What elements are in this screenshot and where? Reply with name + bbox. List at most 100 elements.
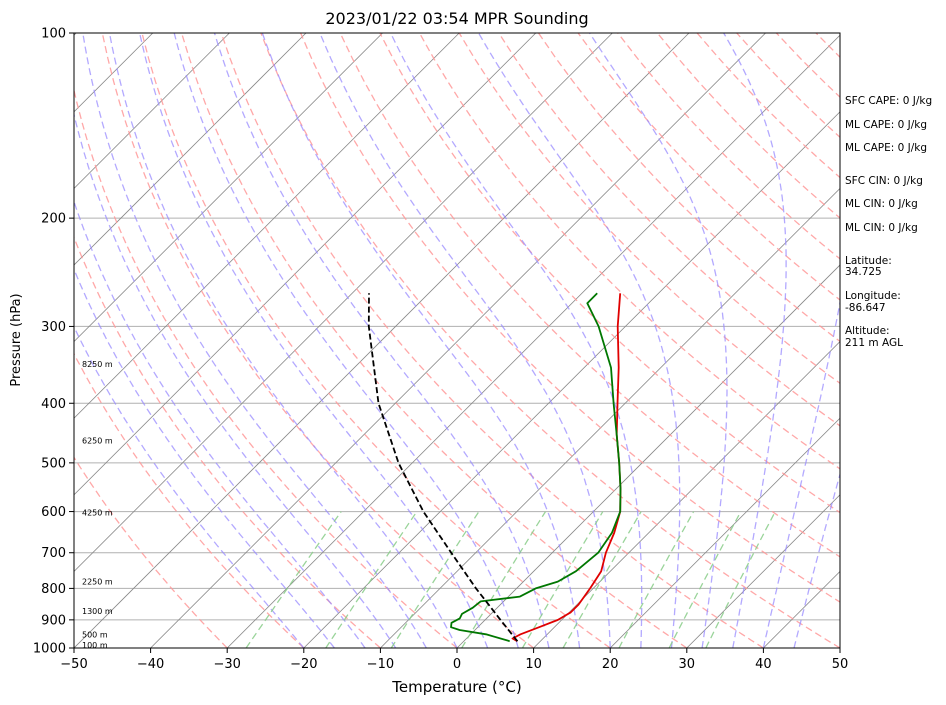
moist-adiabat-line [261, 33, 581, 648]
x-axis: −50 −40 −30 −20 −10 0 10 20 30 40 50 [60, 648, 848, 672]
sounding-info-text: -86.647 [845, 302, 886, 314]
moist-adiabat-line [74, 199, 366, 648]
moist-adiabat-line [588, 33, 728, 648]
dry-adiabat-line [141, 33, 611, 648]
x-tick-label: 40 [755, 657, 772, 672]
y-tick-label: 900 [41, 613, 66, 628]
dry-adiabat-line [74, 87, 458, 648]
isotherm-line [74, 33, 230, 189]
dry-adiabat-line [180, 33, 688, 648]
sounding-info-text: Longitude: [845, 290, 901, 302]
isotherm-line [74, 33, 537, 496]
isotherm-line [686, 494, 840, 648]
sounding-info-text: ML CAPE: 0 J/kg [845, 119, 927, 131]
height-label: 100 m [82, 641, 108, 650]
moist-adiabat-line [390, 33, 643, 648]
sounding-info-text: SFC CIN: 0 J/kg [845, 175, 923, 187]
parcel-line [367, 293, 519, 642]
height-label: 2250 m [82, 578, 113, 587]
dry-adiabat-line [220, 33, 764, 648]
isotherm-line [609, 417, 840, 648]
moist-adiabat-line [82, 33, 427, 648]
adiabat-layer [74, 33, 840, 648]
moist-adiabat-line [793, 471, 840, 648]
y-tick-label: 700 [41, 546, 66, 561]
y-tick-label: 100 [41, 27, 66, 42]
isotherm-line [226, 34, 840, 648]
dry-adiabat-line [379, 33, 840, 514]
sounding-info-text: ML CIN: 0 J/kg [845, 222, 918, 234]
sounding-info-text: ML CIN: 0 J/kg [845, 198, 918, 210]
sounding-info-text: 211 m AGL [845, 337, 903, 349]
moist-adiabat-line [762, 299, 840, 648]
mixing-ratio-line [618, 511, 695, 648]
mixing-ratio-line [390, 511, 480, 648]
isotherm-line [150, 33, 766, 648]
x-tick-label: −50 [60, 657, 87, 672]
x-tick-label: 0 [453, 657, 461, 672]
dry-adiabat-line [101, 33, 534, 648]
dry-adiabat-line [339, 33, 840, 558]
sounding-info-text: Altitude: [845, 325, 890, 337]
y-tick-label: 600 [41, 505, 66, 520]
mixing-ratio-line [562, 511, 642, 648]
dry-adiabat-line [577, 33, 840, 301]
dry-adiabat-line [74, 456, 228, 648]
x-tick-label: 20 [602, 657, 619, 672]
height-label: 1300 m [82, 607, 113, 616]
chart-title: 2023/01/22 03:54 MPR Sounding [325, 9, 588, 28]
isotherm-line [74, 33, 307, 266]
x-tick-label: 30 [679, 657, 696, 672]
isotherm-line [533, 341, 840, 648]
y-tick-label: 500 [41, 456, 66, 471]
mixing-ratio-line [461, 511, 547, 648]
y-tick-label: 1000 [33, 642, 66, 657]
moist-adiabat-line [74, 267, 335, 648]
x-tick-label: 10 [525, 657, 542, 672]
height-label: 8250 m [82, 360, 113, 369]
y-axis: 1000 900 800 700 600 500 400 300 200 100 [33, 27, 74, 657]
moist-adiabat-line [478, 33, 681, 648]
y-tick-label: 800 [41, 582, 66, 597]
moist-adiabat-line [723, 33, 787, 648]
isotherm-line [74, 33, 613, 572]
moist-adiabat-line [138, 33, 489, 648]
x-tick-label: −10 [367, 657, 394, 672]
sounding-info-text: ML CAPE: 0 J/kg [845, 142, 927, 154]
height-label: 500 m [82, 630, 108, 639]
moist-adiabat-line [213, 33, 550, 648]
x-tick-label: −30 [213, 657, 240, 672]
isotherm-line [303, 111, 840, 648]
x-axis-label: Temperature (°C) [391, 678, 521, 696]
isotherm-line [74, 33, 383, 343]
dry-adiabat-line [300, 33, 840, 603]
moist-adiabat-line [74, 325, 305, 648]
temperature-line [511, 293, 622, 642]
moist-adiabat-line [108, 33, 458, 648]
mixing-ratio-line [245, 511, 342, 648]
mixing-ratio-line [521, 511, 604, 648]
grid-layer [74, 33, 840, 648]
dry-adiabat-line [537, 33, 840, 343]
sounding-info-text: Latitude: [845, 255, 892, 267]
dewpoint-line [450, 292, 622, 643]
isotherm-line [74, 33, 460, 419]
y-tick-label: 200 [41, 212, 66, 227]
height-label: 4250 m [82, 508, 113, 517]
moist-adiabat-line [173, 33, 519, 648]
sounding-info-panel: SFC CAPE: 0 J/kg ML CAPE: 0 J/kg ML CAPE: … [845, 95, 932, 349]
mixing-ratio-line [705, 511, 776, 648]
y-tick-label: 300 [41, 320, 66, 335]
dry-adiabat-line [498, 33, 840, 385]
isotherm-line [74, 33, 690, 648]
y-tick-label: 400 [41, 397, 66, 412]
height-label: 6250 m [82, 437, 113, 446]
x-tick-label: −40 [137, 657, 164, 672]
series-layer [367, 292, 622, 643]
y-axis-label: Pressure (hPa) [9, 293, 24, 386]
mixing-ratio-line [325, 511, 418, 648]
height-labels: 100 m 500 m 1300 m 2250 m 4250 m 6250 m 8250 m [82, 360, 113, 650]
x-tick-label: 50 [832, 657, 849, 672]
moist-adiabat-line [74, 112, 397, 648]
